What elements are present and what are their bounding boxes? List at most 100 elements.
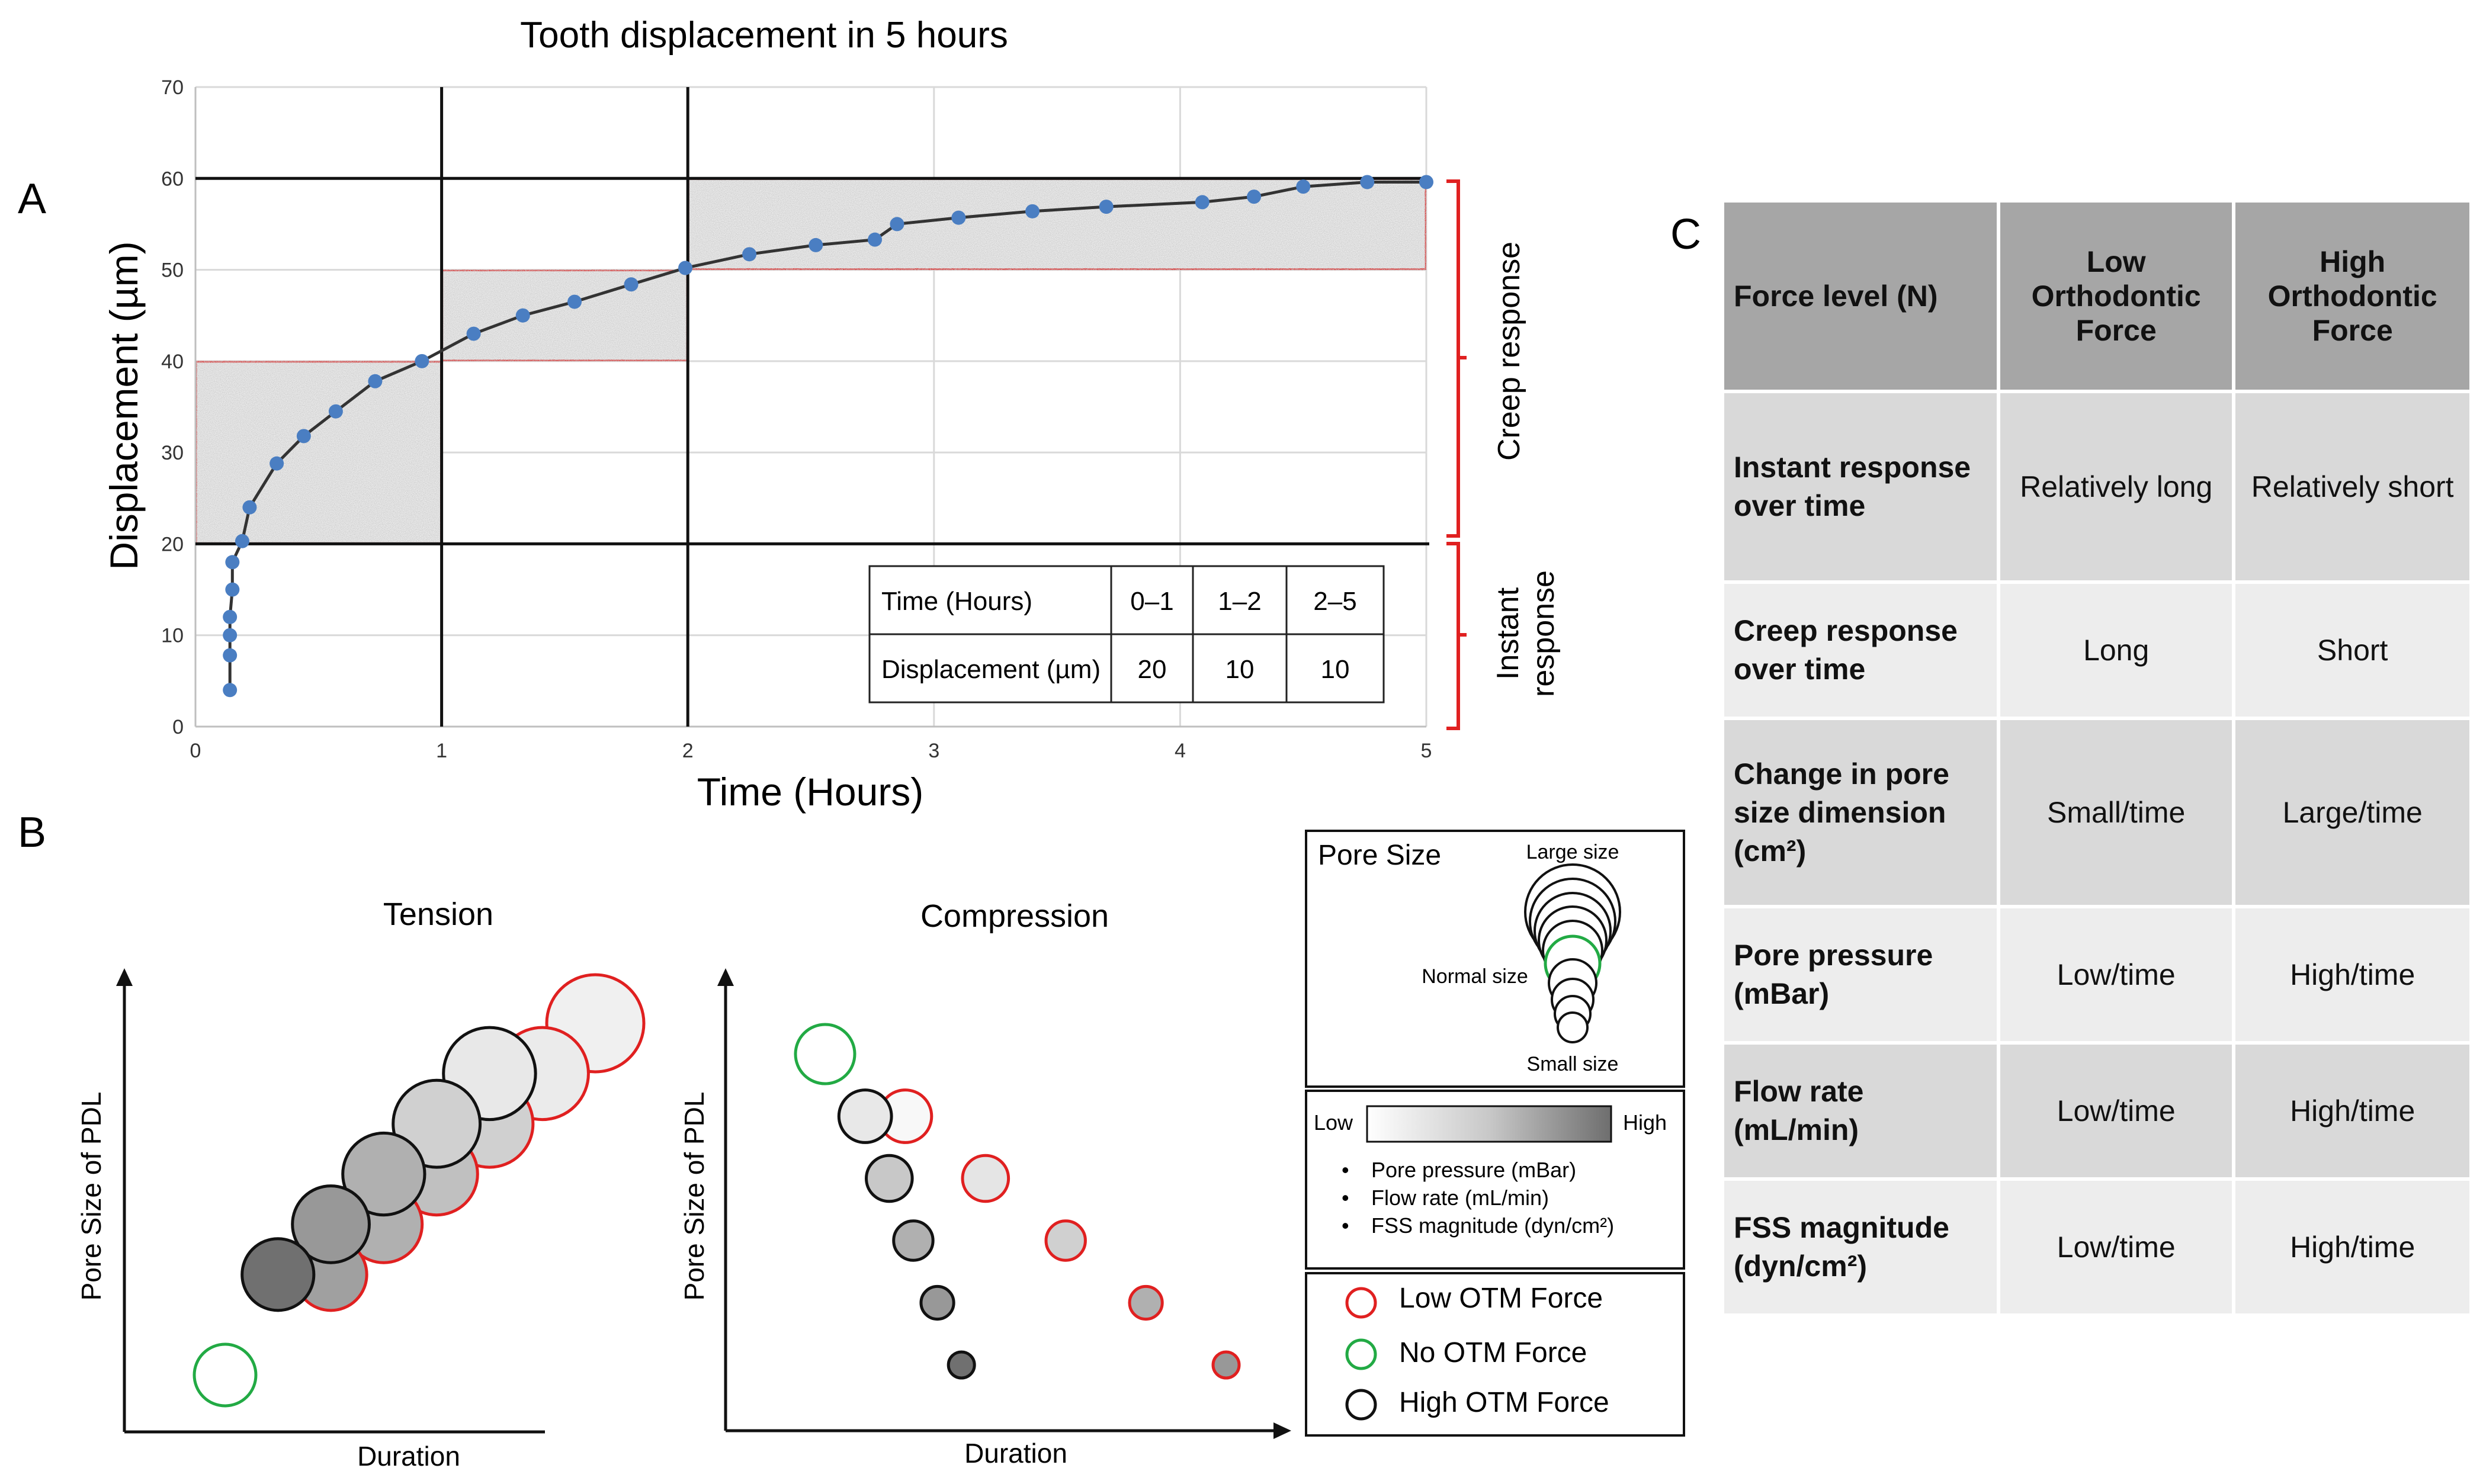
chart-a-point-3: [223, 609, 238, 624]
legend-pore-circles: [1524, 863, 1621, 1043]
chart-a-y-tick-1: 10: [161, 625, 184, 647]
chart-a-point-5: [225, 555, 240, 570]
compression-point-0-2: [1044, 1219, 1087, 1262]
table-cell-high: High/time: [2232, 1041, 2473, 1181]
chart-a-point-18: [742, 247, 757, 262]
chart-a-x-tick-3: 3: [928, 740, 939, 762]
chart-a-region-0: [194, 359, 444, 545]
inset-cell-r0c1: 0–1: [1130, 587, 1173, 616]
chart-a-point-25: [1195, 195, 1210, 210]
chart-a-point-23: [1025, 204, 1040, 219]
table-cell-high: High/time: [2232, 905, 2473, 1045]
table-header-low: Low Orthodontic Force: [1996, 199, 2236, 393]
tension-title: Tension: [383, 897, 493, 932]
chart-a-y-tick-7: 70: [161, 76, 184, 99]
compression-point-1-0: [794, 1023, 856, 1085]
table-header-force-level: Force level (N): [1721, 199, 2000, 393]
chart-a-point-26: [1247, 189, 1262, 204]
legend-gradient-low: Low: [1314, 1110, 1353, 1135]
bracket-instant: [1446, 542, 1467, 730]
panel-label-b: B: [18, 809, 46, 856]
chart-a: Tooth displacement in 5 hours 0102030405…: [102, 15, 1561, 814]
compression-x-label: Duration: [964, 1438, 1067, 1469]
chart-a-point-0: [223, 683, 238, 698]
chart-a-point-14: [515, 308, 530, 323]
table-row-label: Flow rate (mL/min): [1721, 1041, 2000, 1181]
chart-a-point-7: [242, 500, 257, 515]
tension-point-2-2: [341, 1131, 426, 1217]
chart-compression: Compression Pore Size of PDL Duration: [679, 898, 1291, 1469]
chart-a-point-29: [1419, 175, 1433, 189]
table-cell-high: Relatively short: [2232, 390, 2473, 584]
table-header-row: Force level (N) Low Orthodontic Force Hi…: [1721, 199, 2473, 393]
bracket-instant-label-1: Instant: [1491, 587, 1525, 680]
chart-a-point-6: [235, 534, 249, 548]
chart-a-point-28: [1360, 175, 1375, 189]
chart-a-point-4: [225, 582, 240, 597]
comparison-table: Force level (N) Low Orthodontic Force Hi…: [1721, 199, 2473, 1317]
legend-pore-size-title: Pore Size: [1318, 840, 1441, 871]
chart-a-y-tick-labels: 0 10 20 30 40 50 60 70: [161, 76, 184, 738]
tension-points: [193, 973, 646, 1408]
chart-a-region-1: [440, 268, 689, 363]
inset-cell-r1c3: 10: [1321, 655, 1350, 684]
compression-point-2-4: [947, 1350, 976, 1380]
tension-x-label: Duration: [357, 1441, 460, 1472]
chart-a-point-21: [890, 217, 904, 232]
table-cell-low: Small/time: [1996, 717, 2236, 908]
table-row-label: FSS magnitude (dyn/cm²): [1721, 1177, 2000, 1317]
chart-a-point-11: [368, 374, 383, 388]
table-cell-low: Long: [1996, 580, 2236, 720]
compression-point-2-3: [919, 1284, 955, 1321]
tension-y-label: Pore Size of PDL: [76, 1092, 107, 1301]
legend-low-force-label: Low OTM Force: [1399, 1283, 1603, 1314]
chart-a-x-tick-0: 0: [190, 740, 201, 762]
table-row-label: Creep response over time: [1721, 580, 2000, 720]
chart-a-y-tick-6: 60: [161, 168, 184, 190]
compression-point-0-3: [1128, 1284, 1164, 1321]
table-row-label: Pore pressure (mBar): [1721, 905, 2000, 1045]
chart-a-region-2: [686, 176, 1428, 272]
legend-item-flow-rate: Flow rate (mL/min): [1371, 1186, 1549, 1210]
inset-cell-r0c3: 2–5: [1313, 587, 1356, 616]
legend-normal-size: Normal size: [1422, 965, 1528, 988]
chart-a-y-tick-0: 0: [172, 716, 184, 738]
table-row: Pore pressure (mBar) Low/time High/time: [1721, 905, 2473, 1045]
table-row: FSS magnitude (dyn/cm²) Low/time High/ti…: [1721, 1177, 2473, 1317]
inset-cell-r1c0: Displacement (µm): [881, 655, 1101, 684]
legend-high-force-marker: [1345, 1389, 1377, 1421]
legend-high-force-label: High OTM Force: [1399, 1387, 1609, 1418]
chart-a-point-24: [1099, 200, 1114, 214]
chart-a-y-tick-2: 20: [161, 533, 184, 555]
chart-tension: Tension Pore Size of PDL Duration: [76, 897, 646, 1472]
inset-cell-r0c2: 1–2: [1218, 587, 1261, 616]
legend-large-size: Large size: [1526, 841, 1619, 863]
chart-a-x-tick-1: 1: [436, 740, 447, 762]
compression-point-2-1: [865, 1154, 914, 1203]
table-cell-high: Large/time: [2232, 717, 2473, 908]
chart-a-point-17: [678, 261, 693, 275]
tension-point-2-4: [240, 1237, 316, 1312]
chart-a-reference-lines: [195, 87, 1429, 727]
chart-a-point-12: [415, 354, 429, 368]
table-cell-high: High/time: [2232, 1177, 2473, 1317]
chart-a-point-16: [624, 277, 639, 292]
chart-a-axes: [194, 87, 1426, 728]
compression-point-2-2: [892, 1219, 935, 1262]
chart-a-point-15: [567, 294, 582, 309]
chart-a-point-13: [466, 326, 481, 341]
compression-y-axis-arrow: [717, 968, 734, 986]
inset-cell-r0c0: Time (Hours): [881, 587, 1032, 616]
chart-a-y-tick-4: 40: [161, 351, 184, 373]
tension-y-axis-arrow: [116, 968, 133, 986]
chart-a-x-tick-5: 5: [1421, 740, 1432, 762]
table-cell-low: Relatively long: [1996, 390, 2236, 584]
chart-a-point-20: [868, 232, 883, 247]
table-row-label: Instant response over time: [1721, 390, 2000, 584]
inset-table: Time (Hours) 0–1 1–2 2–5 Displacement (µ…: [868, 565, 1385, 704]
compression-point-0-1: [961, 1154, 1010, 1203]
chart-a-title: Tooth displacement in 5 hours: [520, 15, 1008, 56]
chart-a-point-27: [1296, 179, 1311, 194]
chart-a-point-1: [223, 648, 238, 663]
legend-bullet-2: •: [1342, 1186, 1349, 1210]
